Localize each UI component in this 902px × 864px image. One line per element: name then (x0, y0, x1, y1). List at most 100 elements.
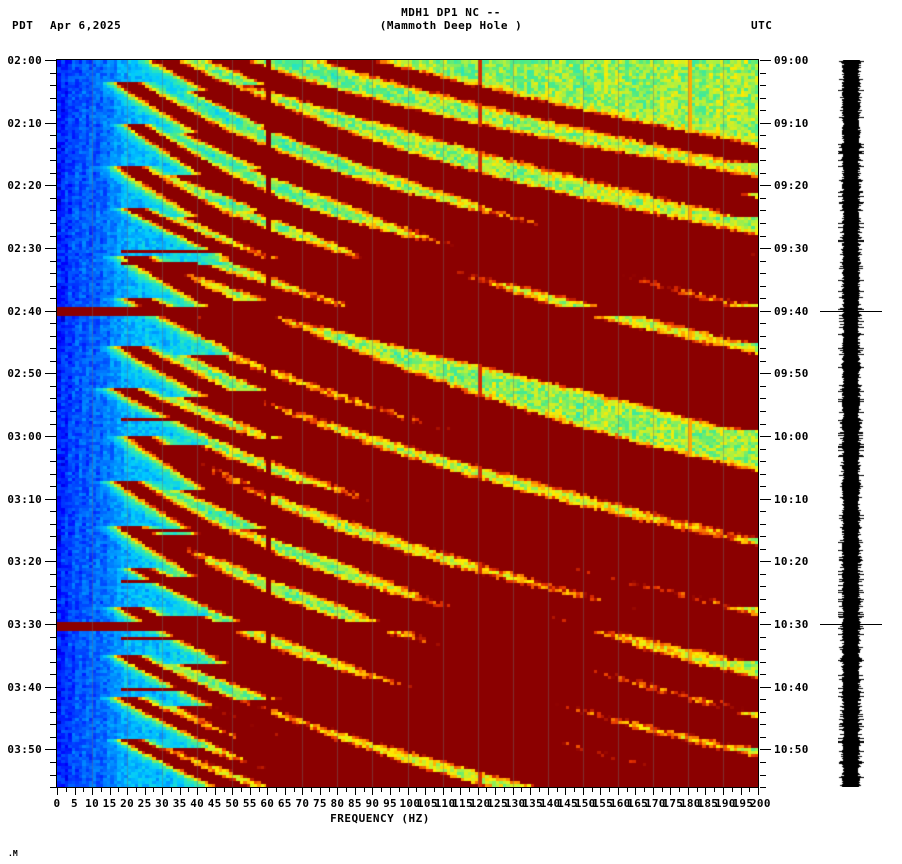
frequency-tick (661, 788, 663, 792)
frequency-tick-label: 50 (225, 797, 240, 810)
axis-bottom (57, 787, 759, 788)
time-tick-right (760, 561, 771, 563)
frequency-tick (679, 788, 681, 792)
frequency-tick (503, 788, 505, 792)
frequency-tick-label: 0 (53, 797, 61, 810)
time-label-left: 02:00 (7, 54, 42, 67)
frequency-tick (582, 788, 584, 795)
frequency-tick (705, 788, 707, 795)
time-tick-left (50, 636, 56, 638)
time-tick-right (760, 774, 766, 776)
time-tick-right (760, 724, 766, 726)
time-tick-right (760, 385, 766, 387)
frequency-tick (92, 788, 94, 795)
time-tick-left (50, 473, 56, 475)
frequency-tick-label: 165 (627, 797, 649, 810)
time-tick-left (50, 674, 56, 676)
time-tick-right (760, 273, 766, 275)
frequency-tick-label: 160 (609, 797, 631, 810)
axis-top (57, 59, 759, 60)
time-tick-left (45, 373, 56, 375)
time-tick-left (45, 436, 56, 437)
frequency-tick (153, 788, 155, 792)
frequency-tick-label: 35 (172, 797, 187, 810)
frequency-tick-label: 90 (365, 797, 380, 810)
frequency-tick (311, 788, 313, 792)
time-label-left: 03:00 (7, 430, 42, 443)
frequency-tick (731, 788, 733, 792)
spectrogram-plot[interactable] (57, 60, 758, 787)
frequency-tick-label: 120 (469, 797, 491, 810)
frequency-tick (293, 788, 295, 792)
frequency-tick (328, 788, 330, 792)
time-tick-left (50, 774, 56, 776)
time-tick-left (50, 160, 56, 162)
time-tick-right (760, 711, 766, 713)
time-tick-left (50, 448, 56, 450)
corner-artifact: .M (8, 849, 18, 858)
time-tick-left (50, 611, 56, 613)
time-tick-right (760, 599, 766, 600)
time-tick-right (760, 423, 766, 425)
time-tick-left (45, 749, 56, 751)
frequency-tick (451, 788, 453, 792)
frequency-tick (337, 788, 339, 795)
time-tick-right (760, 335, 766, 337)
time-tick-right (760, 222, 766, 224)
time-label-left: 02:30 (7, 242, 42, 255)
frequency-tick-label: 200 (750, 797, 771, 810)
time-label-right: 10:30 (774, 618, 809, 632)
time-tick-left (50, 110, 56, 112)
frequency-tick (521, 788, 523, 792)
frequency-tick (460, 788, 462, 795)
frequency-tick (214, 788, 216, 795)
header-timezone-left: PDT (12, 19, 34, 32)
time-label-right: 09:10 (774, 116, 809, 130)
frequency-tick (696, 788, 698, 792)
time-tick-right (760, 172, 766, 174)
frequency-tick-label: 130 (504, 797, 526, 810)
waveform-time-mark (820, 624, 882, 626)
frequency-tick-label: 140 (539, 797, 561, 810)
time-tick-right (760, 636, 766, 638)
frequency-tick (188, 788, 190, 792)
frequency-tick (758, 788, 759, 795)
time-tick-left (50, 348, 56, 350)
time-tick-right (760, 197, 766, 199)
time-label-right: 10:20 (774, 555, 809, 569)
time-tick-right (760, 661, 766, 663)
time-label-right: 10:00 (774, 430, 809, 443)
time-tick-right (760, 498, 771, 500)
time-tick-right (760, 536, 766, 538)
frequency-tick (538, 788, 540, 792)
frequency-tick-label: 40 (190, 797, 205, 810)
time-tick-left (45, 60, 56, 61)
time-tick-left (50, 586, 56, 588)
time-tick-left (50, 323, 56, 325)
frequency-tick-label: 60 (260, 797, 275, 810)
frequency-tick (284, 788, 286, 795)
frequency-tick (118, 788, 120, 792)
frequency-tick (109, 788, 111, 795)
time-tick-left (45, 248, 56, 249)
time-tick-left (50, 461, 56, 463)
time-tick-right (760, 147, 766, 149)
frequency-tick (565, 788, 567, 795)
time-label-left: 03:20 (7, 555, 42, 569)
frequency-tick (547, 788, 549, 795)
time-tick-right (760, 60, 771, 61)
frequency-tick (267, 788, 269, 795)
time-tick-right (760, 548, 766, 550)
frequency-tick (135, 788, 137, 792)
frequency-tick-label: 75 (312, 797, 327, 810)
time-label-left: 02:10 (7, 116, 42, 130)
frequency-tick (302, 788, 304, 795)
time-tick-right (760, 411, 766, 412)
time-tick-right (760, 122, 771, 124)
frequency-tick (714, 788, 716, 792)
time-tick-left (50, 511, 56, 513)
time-tick-right (760, 448, 766, 450)
waveform-strip[interactable] (838, 60, 864, 787)
time-tick-left (50, 260, 56, 262)
axis-left (56, 59, 57, 788)
